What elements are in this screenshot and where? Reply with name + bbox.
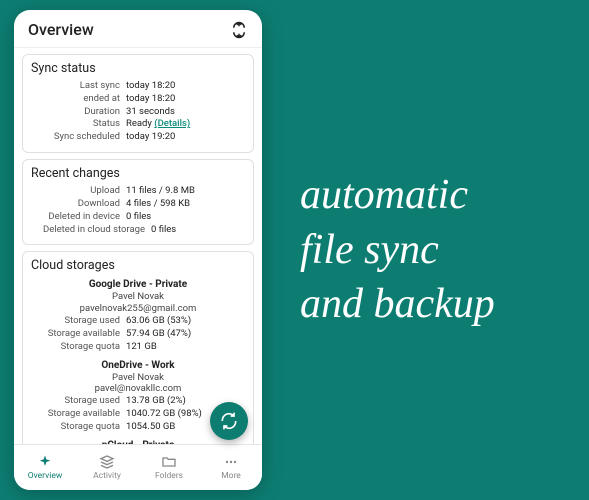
- storage-name: OneDrive - Work: [31, 360, 245, 371]
- nav-label: Folders: [155, 471, 183, 481]
- kv-row: Upload11 files / 9.8 MB: [31, 185, 245, 198]
- folder-icon: [161, 454, 177, 470]
- kv-row: Status Ready (Details): [31, 118, 245, 131]
- kv-row: Duration31 seconds: [31, 106, 245, 119]
- status-value: Ready: [126, 118, 152, 129]
- app-header: Overview: [14, 10, 262, 48]
- details-link[interactable]: (Details): [154, 118, 190, 129]
- storage-user: Pavel Novak: [31, 291, 245, 303]
- kv-row: Deleted in device0 files: [31, 211, 245, 224]
- storage-email: pavelnovak255@gmail.com: [31, 303, 245, 315]
- storage-email: pavel@novakllc.com: [31, 383, 245, 395]
- stack-icon: [99, 454, 115, 470]
- recent-changes-title: Recent changes: [31, 166, 245, 181]
- kv-row: Last synctoday 18:20: [31, 80, 245, 93]
- kv-row: Storage used13.78 GB (2%): [31, 395, 245, 408]
- nav-folders[interactable]: Folders: [138, 445, 200, 490]
- cloud-storages-title: Cloud storages: [31, 258, 245, 273]
- kv-row: Sync scheduledtoday 19:20: [31, 131, 245, 144]
- nav-label: Overview: [28, 471, 62, 481]
- nav-activity[interactable]: Activity: [76, 445, 138, 490]
- nav-overview[interactable]: Overview: [14, 445, 76, 490]
- recent-changes-card: Recent changes Upload11 files / 9.8 MB D…: [22, 159, 254, 245]
- sync-status-card: Sync status Last synctoday 18:20 ended a…: [22, 54, 254, 153]
- kv-row: Storage available57.94 GB (47%): [31, 328, 245, 341]
- storage-name: Google Drive - Private: [31, 279, 245, 290]
- sync-status-title: Sync status: [31, 61, 245, 76]
- phone-frame: Overview Sync status Last synctoday 18:2…: [14, 10, 262, 490]
- kv-row: ended attoday 18:20: [31, 93, 245, 106]
- kv-row: Storage used63.06 GB (53%): [31, 315, 245, 328]
- nav-label: More: [221, 471, 241, 481]
- kv-row: Storage quota121 GB: [31, 341, 245, 354]
- kv-row: Download4 files / 598 KB: [31, 198, 245, 211]
- dots-icon: [223, 454, 239, 470]
- bottom-nav: Overview Activity Folders More: [14, 444, 262, 490]
- sparkle-icon: [37, 454, 53, 470]
- kv-row: Deleted in cloud storage0 files: [31, 224, 245, 237]
- nav-more[interactable]: More: [200, 445, 262, 490]
- sync-icon[interactable]: [230, 21, 248, 39]
- page-title: Overview: [28, 20, 230, 39]
- sync-fab[interactable]: [210, 402, 248, 440]
- promo-text: automatic file sync and backup: [300, 168, 495, 332]
- promo-block: automatic file sync and backup: [300, 0, 495, 500]
- nav-label: Activity: [93, 471, 121, 481]
- content-scroll[interactable]: Sync status Last synctoday 18:20 ended a…: [14, 48, 262, 444]
- sync-icon: [219, 411, 239, 431]
- storage-name: pCloud - Private: [31, 440, 245, 444]
- storage-user: Pavel Novak: [31, 372, 245, 384]
